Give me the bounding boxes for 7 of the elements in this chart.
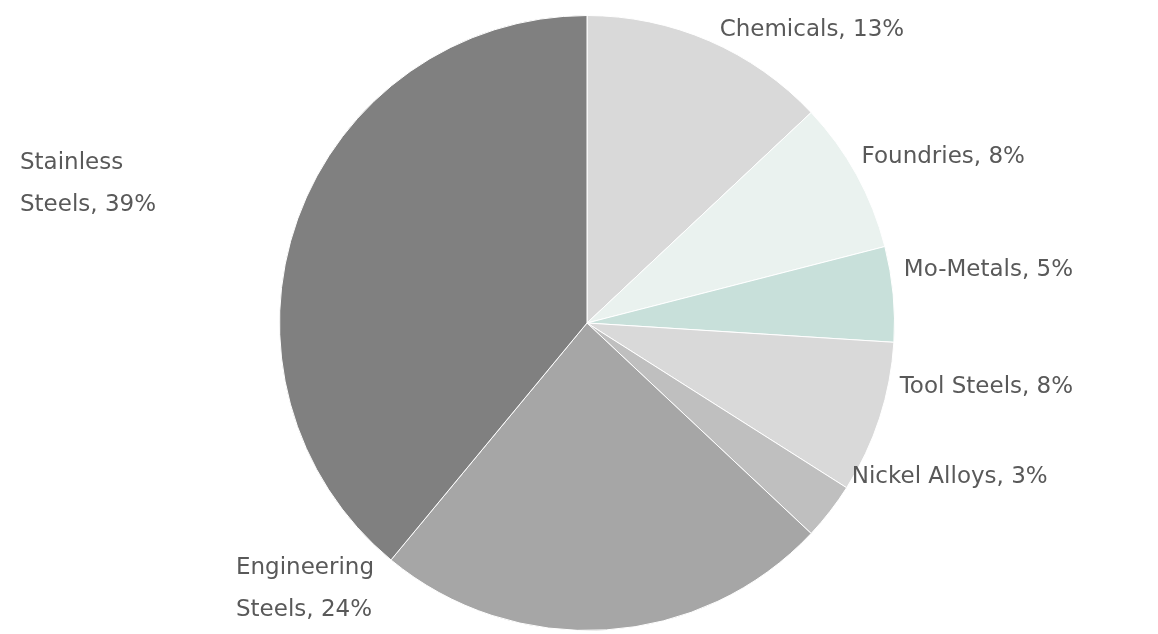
slice-label: Nickel Alloys, 3% [851, 462, 1048, 489]
slice-label: Stainless Steels, 39% [20, 148, 157, 216]
slice-label: Engineering Steels, 24% [236, 553, 382, 621]
slice-label: Foundries, 8% [861, 141, 1025, 168]
slice-label: Mo-Metals, 5% [903, 254, 1074, 281]
slice-label: Tool Steels, 8% [898, 372, 1074, 399]
slice-label: Chemicals, 13% [719, 14, 905, 41]
